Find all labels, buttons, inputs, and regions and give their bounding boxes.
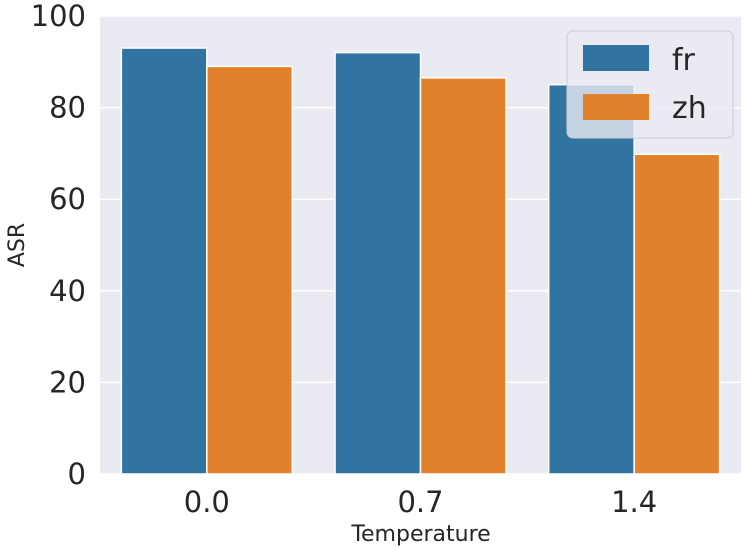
bar-zh-0.0 — [206, 65, 294, 475]
x-tick-label: 0.0 — [184, 485, 230, 519]
bar-fr-0.0 — [120, 47, 208, 475]
bar-fr-0.7 — [334, 51, 422, 475]
bar-zh-1.4 — [633, 153, 721, 475]
y-tick-label: 80 — [49, 91, 86, 125]
bar-fr-1.4 — [547, 83, 635, 475]
y-tick-label: 0 — [68, 457, 86, 491]
bars — [120, 47, 721, 475]
y-tick-labels: 0 20 40 60 80 100 — [31, 0, 86, 491]
y-axis-title: ASR — [5, 223, 30, 267]
y-tick-label: 40 — [49, 274, 86, 308]
legend-label-fr: fr — [672, 43, 696, 78]
y-tick-label: 20 — [49, 365, 86, 399]
legend-swatch-fr — [583, 45, 649, 71]
y-tick-label: 100 — [31, 0, 86, 33]
legend-label-zh: zh — [672, 91, 707, 126]
x-tick-labels: 0.0 0.7 1.4 — [184, 485, 657, 519]
x-tick-label: 0.7 — [397, 485, 443, 519]
x-tick-label: 1.4 — [611, 485, 657, 519]
legend-swatch-zh — [583, 94, 649, 120]
y-tick-label: 60 — [49, 182, 86, 216]
x-axis-title: Temperature — [350, 522, 490, 547]
legend: fr zh — [566, 30, 734, 139]
bar-zh-0.7 — [419, 77, 507, 475]
